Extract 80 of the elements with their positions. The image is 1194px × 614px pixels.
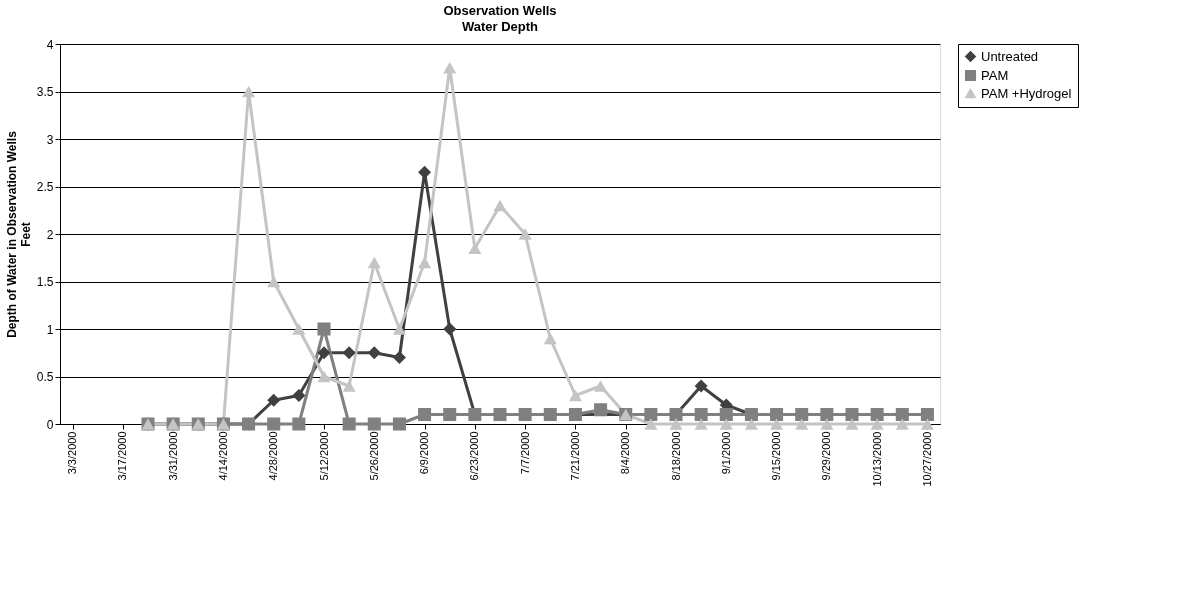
point <box>392 323 406 335</box>
y-tick-label: 3.5 <box>36 85 54 99</box>
chart-title: Observation Wells <box>443 3 557 18</box>
point <box>594 403 608 417</box>
point <box>694 407 708 422</box>
x-tick-label: 9/29/2000 <box>820 431 833 481</box>
y-tick-label: 1 <box>46 322 54 337</box>
point <box>594 380 608 392</box>
point <box>443 322 457 336</box>
point <box>820 418 834 430</box>
x-tick-label: 6/9/2000 <box>418 431 431 475</box>
x-tick-label: 3/31/2000 <box>166 431 179 481</box>
y-tick-label: 1.5 <box>36 275 54 289</box>
point <box>317 370 331 383</box>
point <box>518 228 532 240</box>
y-tick-label: 3 <box>46 132 54 147</box>
x-tick-label: 5/12/2000 <box>317 431 330 481</box>
point <box>870 407 884 422</box>
point <box>267 417 281 431</box>
point <box>292 388 306 403</box>
point <box>342 346 356 360</box>
y-tick-label: 4 <box>46 37 54 52</box>
legend-label: PAM <box>981 67 1009 83</box>
point <box>719 407 733 422</box>
point <box>292 323 306 335</box>
point <box>418 165 432 179</box>
point <box>392 350 406 365</box>
x-tick-label: 3/17/2000 <box>116 431 129 481</box>
legend-label: Untreated <box>981 48 1039 64</box>
point <box>342 380 356 392</box>
point <box>744 418 758 430</box>
x-tick-label: 4/28/2000 <box>267 431 280 481</box>
point <box>443 62 457 74</box>
point <box>267 393 281 407</box>
point <box>367 346 381 360</box>
chart-subtitle: Water Depth <box>461 19 539 34</box>
x-tick-label: 5/26/2000 <box>367 431 380 481</box>
point <box>870 418 884 430</box>
y-tick-label: 0 <box>46 417 54 432</box>
point <box>669 418 683 430</box>
point <box>342 417 356 431</box>
point <box>367 256 381 269</box>
x-tick-label: 9/1/2000 <box>719 431 732 475</box>
x-tick-label: 7/21/2000 <box>568 431 581 481</box>
point <box>770 418 784 430</box>
point <box>719 418 733 430</box>
point <box>493 199 507 212</box>
point <box>845 418 859 430</box>
point <box>242 85 256 98</box>
point <box>367 417 381 431</box>
x-tick-label: 9/15/2000 <box>770 431 783 481</box>
y-tick-label: 2 <box>46 227 54 242</box>
point <box>644 418 658 430</box>
point <box>292 417 306 431</box>
point <box>267 275 281 288</box>
point <box>317 322 331 336</box>
y-axis-title: Depth of Water in Observation Wells Feet <box>4 130 33 338</box>
x-tick-label: 10/13/2000 <box>870 431 883 487</box>
y-tick-label: 2.5 <box>36 180 54 194</box>
y-tick-label: 0.5 <box>36 370 54 384</box>
point <box>443 407 457 422</box>
point <box>568 389 582 402</box>
x-tick-label: 8/4/2000 <box>619 431 632 475</box>
x-tick-label: 6/23/2000 <box>468 431 481 481</box>
point <box>418 256 432 269</box>
point <box>317 346 331 360</box>
point <box>895 418 909 430</box>
x-tick-label: 7/7/2000 <box>518 431 531 475</box>
point <box>694 379 708 393</box>
point <box>694 418 708 430</box>
point <box>795 418 809 430</box>
point <box>418 407 432 422</box>
x-tick-label: 3/3/2000 <box>66 431 79 475</box>
point <box>392 417 406 431</box>
x-tick-label: 4/14/2000 <box>216 431 229 481</box>
x-tick-label: 10/27/2000 <box>920 431 933 487</box>
point <box>920 418 934 430</box>
legend-label: PAM +Hydrogel <box>981 85 1072 101</box>
point <box>543 332 557 345</box>
x-tick-label: 8/18/2000 <box>669 431 682 481</box>
